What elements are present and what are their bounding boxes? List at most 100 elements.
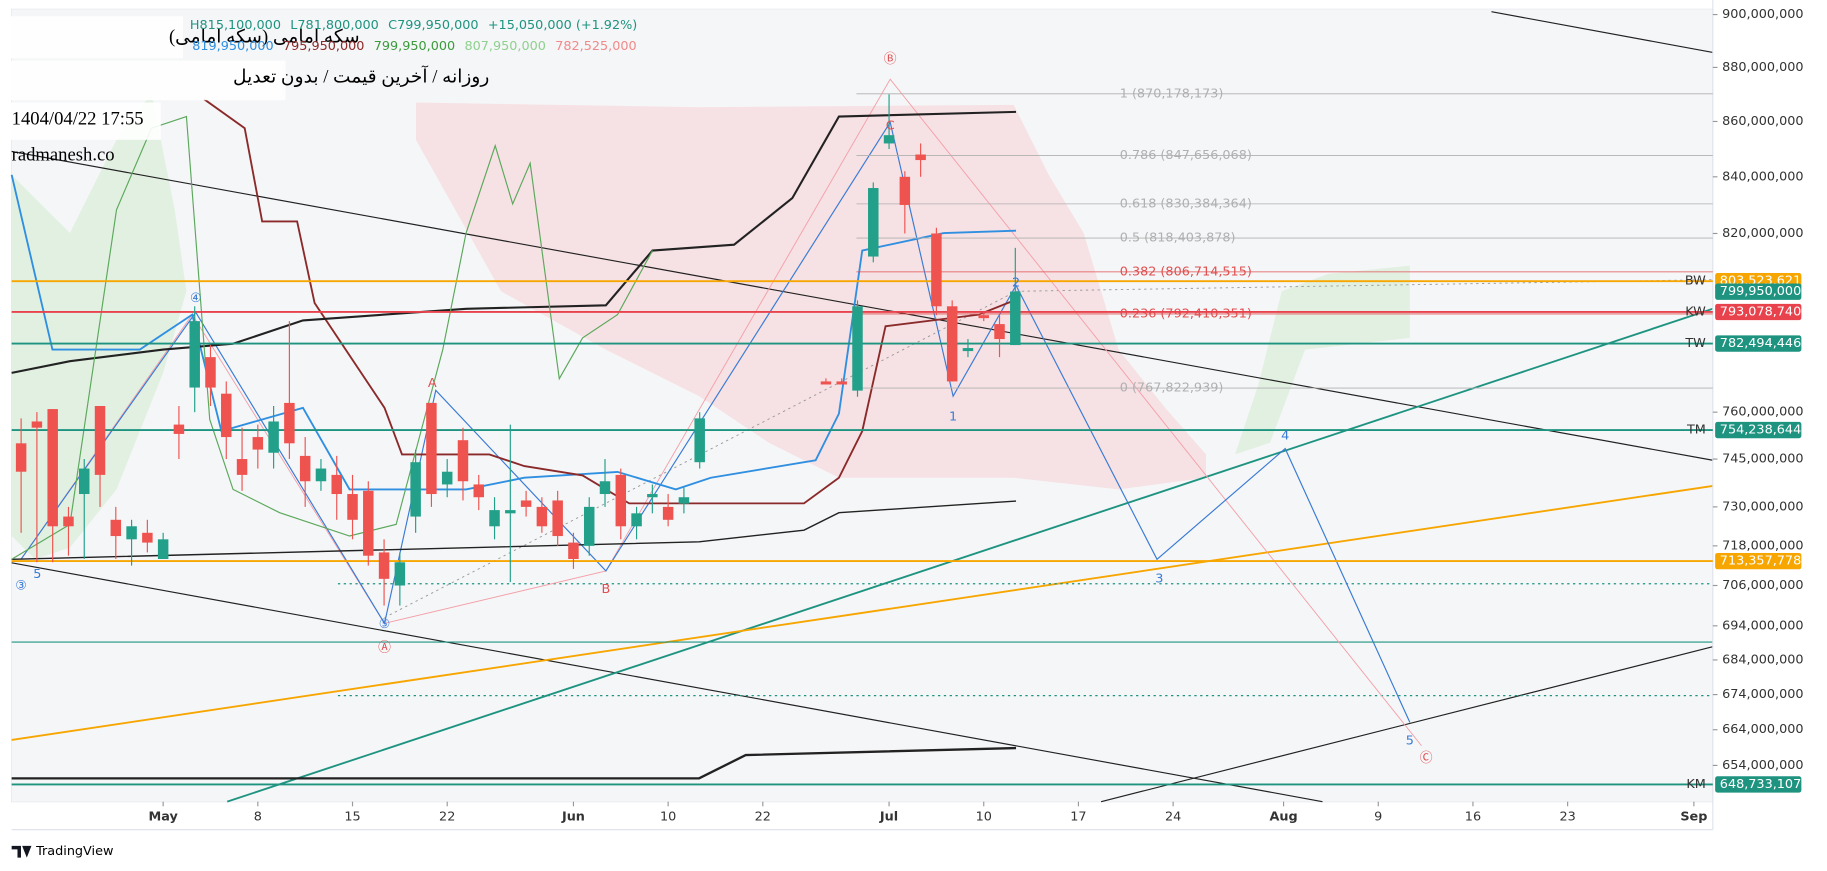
x-tick-label: 22: [439, 809, 455, 824]
y-tick-label: 664,000,000: [1722, 722, 1803, 737]
fib-label: 1 (870,178,173): [1120, 86, 1224, 101]
candle-body: [94, 405, 106, 475]
fib-label: 0.5 (818,403,878): [1120, 231, 1236, 246]
x-tick-label: Jul: [879, 809, 898, 824]
candle-body: [126, 526, 137, 540]
candle-body: [615, 474, 627, 527]
trend-line: [11, 150, 1713, 461]
wave-label: 2: [1012, 276, 1020, 291]
candle-body: [63, 516, 74, 527]
ohlc-value: C799,950,000: [388, 18, 478, 33]
candle-body: [568, 542, 579, 560]
y-tick-label: 760,000,000: [1722, 405, 1803, 420]
bottom-line: [11, 746, 1017, 780]
price-line-name: TM: [1686, 423, 1706, 438]
title: سکه امامی (سکه امامی): [169, 27, 360, 48]
candle-body: [489, 510, 500, 527]
x-tick-label: 15: [344, 809, 360, 824]
candle-body: [899, 176, 911, 205]
y-tick-label: 880,000,000: [1722, 60, 1803, 75]
header: سکه امامی (سکه امامی) روزانه / آخرین قیم…: [2, 16, 637, 859]
candle-body: [284, 402, 295, 444]
x-tick-label: 10: [976, 809, 992, 824]
candle-body: [1010, 291, 1021, 346]
candle-body: [457, 440, 469, 482]
candle-body: [978, 315, 989, 319]
candle-body: [473, 484, 485, 498]
indicator-value: 819,950,000: [192, 39, 273, 54]
date-bg: [2, 102, 161, 140]
candle-body: [363, 490, 374, 556]
candle-body: [299, 455, 311, 482]
wave-label: A: [428, 376, 437, 391]
x-tick-label: 16: [1465, 809, 1481, 824]
indicator-value: 795,950,000: [283, 39, 364, 54]
candle-body: [315, 468, 327, 482]
x-tick-label: Sep: [1680, 809, 1707, 824]
brand: TradingView: [35, 844, 113, 859]
wave-label: 1: [949, 410, 957, 425]
candle-body: [236, 459, 248, 475]
x-tick-label: 22: [755, 809, 771, 824]
candle-body: [78, 468, 90, 495]
price-tag-label: 793,078,740: [1720, 304, 1801, 319]
wave-label: 5: [1406, 734, 1414, 749]
price-tag: [1715, 776, 1802, 793]
candle-body: [852, 306, 863, 391]
wave-label: C: [886, 118, 895, 133]
candle-body: [347, 494, 358, 520]
price-line-name: KW: [1685, 304, 1706, 319]
candle-body: [205, 357, 216, 388]
candle-body: [868, 188, 879, 257]
candle-body: [883, 135, 895, 144]
cloud-red: [415, 102, 1206, 490]
channel-line: [384, 279, 1713, 618]
y-tick-label: 684,000,000: [1722, 652, 1803, 667]
candle-body: [268, 421, 279, 453]
candle-body: [110, 519, 122, 537]
candle-body: [647, 494, 658, 498]
y-tick-label: 694,000,000: [1722, 618, 1803, 633]
lower-line: [11, 500, 1017, 560]
candle-body: [189, 321, 200, 388]
candle-body: [962, 348, 974, 352]
y-tick-label: 820,000,000: [1722, 226, 1803, 241]
fib-label: 0.786 (847,656,068): [1120, 148, 1252, 163]
candle-body: [994, 324, 1005, 340]
candle-body: [221, 393, 232, 438]
candle-body: [410, 462, 421, 517]
x-tick-label: 17: [1070, 809, 1086, 824]
candle-body: [678, 497, 690, 504]
wave-label: 5: [33, 567, 41, 582]
fib-label: 0.382 (806,714,515): [1120, 264, 1252, 279]
candle-body: [441, 471, 453, 485]
trend-line: [1100, 646, 1713, 803]
candle-body: [142, 532, 153, 543]
candle-body: [662, 506, 674, 520]
price-tag-label: 648,733,107: [1720, 777, 1801, 792]
candle-body: [931, 233, 942, 307]
x-tick-label: 23: [1559, 809, 1575, 824]
candle-body: [599, 481, 611, 495]
indicator-value: 807,950,000: [464, 39, 545, 54]
price-tag-label: 754,238,644: [1720, 423, 1801, 438]
wave-label: 3: [1155, 572, 1163, 587]
x-tick-label: May: [148, 809, 178, 824]
price-line-name: TW: [1684, 336, 1706, 351]
candle-body: [157, 539, 169, 560]
candle-body: [378, 552, 390, 579]
indicator-value: 782,525,000: [555, 39, 636, 54]
wave-label: ⑤: [379, 617, 390, 632]
fib-label: 0.618 (830,384,364): [1120, 196, 1252, 211]
trend-line: [11, 484, 1713, 741]
trend-line: [11, 562, 1323, 803]
price-tag: [1715, 552, 1802, 570]
price-line-name: KM: [1686, 777, 1705, 792]
candle-body: [836, 381, 847, 385]
subtitle: روزانه / آخرین قیمت / بدون تعدیل: [233, 64, 489, 87]
wave-label: Ⓒ: [1420, 751, 1433, 766]
price-tag: [1715, 421, 1802, 439]
x-tick-label: 24: [1165, 809, 1181, 824]
subtitle-bg: [2, 60, 286, 101]
